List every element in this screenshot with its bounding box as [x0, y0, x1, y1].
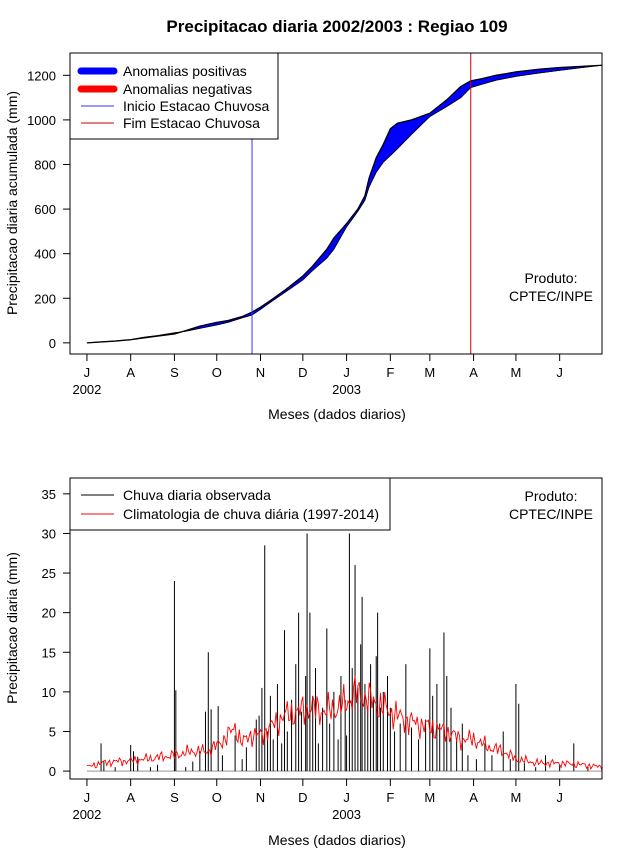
daily-x-tick-label: A [126, 790, 135, 805]
cumulative-y-label: Precipitacao diaria acumulada (mm) [4, 91, 20, 315]
daily-y-tick-label: 30 [42, 526, 56, 541]
cumulative-x-tick-label: J [343, 365, 350, 380]
daily-legend: Chuva diaria observada Climatologia de c… [69, 477, 391, 531]
cumulative-y-tick-label: 800 [34, 157, 56, 172]
daily-x-tick-label: J [556, 790, 563, 805]
legend-observed-label: Chuva diaria observada [123, 487, 271, 503]
daily-y-tick-label: 10 [42, 685, 56, 700]
daily-year-label: 2002 [72, 807, 101, 822]
daily-x-axis: J A S O N D J F M A M J 2002 2003 [72, 778, 563, 822]
cumulative-y-tick-label: 1200 [27, 68, 56, 83]
cumulative-x-tick-label: S [170, 365, 179, 380]
product-source-1: CPTEC/INPE [509, 288, 593, 304]
product-label-2: Produto: [525, 488, 578, 504]
daily-x-tick-label: D [298, 790, 307, 805]
cumulative-x-tick-label: A [469, 365, 478, 380]
daily-x-tick-label: J [343, 790, 350, 805]
daily-y-tick-label: 0 [49, 764, 56, 779]
cumulative-x-tick-label: F [386, 365, 394, 380]
daily-y-tick-label: 35 [42, 487, 56, 502]
daily-x-tick-label: F [386, 790, 394, 805]
climatology-daily-line [86, 675, 603, 771]
legend-positive-label: Anomalias positivas [123, 63, 247, 79]
daily-y-tick-label: 5 [49, 724, 56, 739]
product-source-2: CPTEC/INPE [509, 506, 593, 522]
daily-x-label: Meses (dados diarios) [268, 832, 406, 848]
daily-y-tick-label: 15 [42, 645, 56, 660]
legend-climatology-label: Climatologia de chuva diária (1997-2014) [123, 506, 379, 522]
cumulative-x-axis: J A S O N D J F M A M J 2002 2003 [72, 353, 563, 397]
daily-legend-box [69, 477, 391, 531]
daily-x-tick-label: O [212, 790, 222, 805]
daily-y-axis: 0 5 10 15 20 25 30 35 [42, 487, 71, 779]
daily-x-tick-label: J [84, 790, 91, 805]
observed-cumulative-line [86, 64, 603, 344]
cumulative-year-label: 2002 [72, 382, 101, 397]
daily-y-tick-label: 25 [42, 566, 56, 581]
cumulative-x-tick-label: D [298, 365, 307, 380]
cumulative-y-axis: 0 200 400 600 800 1000 1200 [27, 68, 71, 351]
cumulative-year-label: 2003 [332, 382, 361, 397]
legend-inicio-label: Inicio Estacao Chuvosa [123, 98, 270, 114]
daily-y-tick-label: 20 [42, 606, 56, 621]
daily-x-tick-label: N [256, 790, 265, 805]
chart-title: Precipitacao diaria 2002/2003 : Regiao 1… [166, 17, 507, 36]
daily-x-tick-label: S [170, 790, 179, 805]
daily-x-tick-label: M [424, 790, 435, 805]
legend-fim-label: Fim Estacao Chuvosa [123, 115, 260, 131]
cumulative-x-tick-label: J [84, 365, 91, 380]
cumulative-x-tick-label: O [212, 365, 222, 380]
daily-y-label: Precipitacao diaria (mm) [4, 552, 20, 704]
cumulative-y-tick-label: 1000 [27, 113, 56, 128]
daily-year-label: 2003 [332, 807, 361, 822]
cumulative-y-tick-label: 600 [34, 202, 56, 217]
cumulative-y-tick-label: 400 [34, 247, 56, 262]
daily-x-tick-label: A [469, 790, 478, 805]
legend-negative-label: Anomalias negativas [123, 81, 252, 97]
daily-plot-area [86, 533, 603, 772]
cumulative-x-label: Meses (dados diarios) [268, 406, 406, 422]
cumulative-legend-box [69, 52, 279, 140]
cumulative-x-tick-label: N [256, 365, 265, 380]
cumulative-y-tick-label: 200 [34, 291, 56, 306]
cumulative-x-tick-label: A [126, 365, 135, 380]
cumulative-x-tick-label: J [556, 365, 563, 380]
cumulative-y-tick-label: 0 [49, 336, 56, 351]
cumulative-legend: Anomalias positivas Anomalias negativas … [69, 52, 279, 140]
cumulative-x-tick-label: M [424, 365, 435, 380]
cumulative-x-tick-label: M [510, 365, 521, 380]
daily-x-tick-label: M [510, 790, 521, 805]
cumulative-plot-area [86, 53, 603, 354]
product-label-1: Produto: [525, 270, 578, 286]
